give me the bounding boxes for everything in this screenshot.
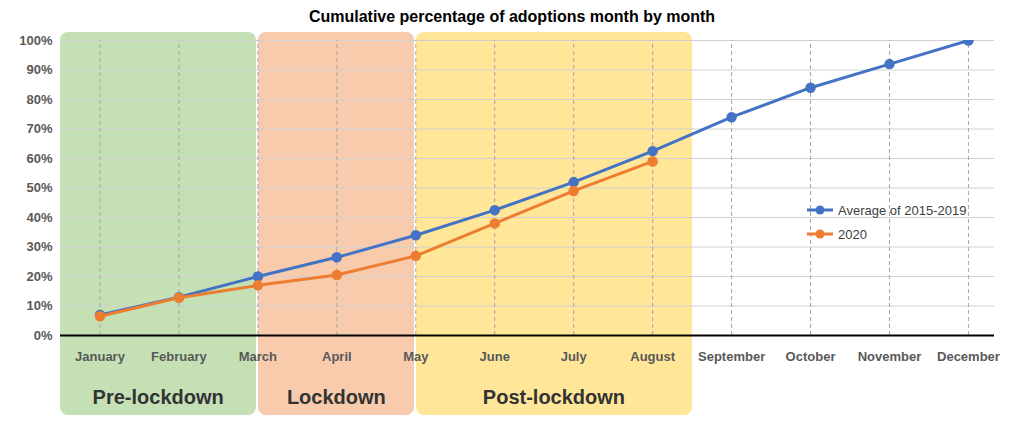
svg-text:20%: 20% (26, 269, 52, 284)
svg-text:40%: 40% (26, 210, 52, 225)
svg-text:March: March (239, 349, 277, 364)
html-text:Lockdown: Lockdown (286, 386, 386, 408)
html-text:2020: 2020 (838, 226, 867, 242)
svg-text:100%: 100% (19, 33, 53, 48)
svg-text:September: September (698, 349, 765, 364)
svg-text:June: June (480, 349, 510, 364)
svg-text:50%: 50% (26, 180, 52, 195)
svg-text:December: December (937, 349, 1000, 364)
svg-text:70%: 70% (26, 121, 52, 136)
html-text:Pre-lockdown: Pre-lockdown (92, 386, 224, 408)
svg-text:90%: 90% (26, 62, 52, 77)
svg-text:August: August (630, 349, 675, 364)
html-text:Cumulative percentage of adopt: Cumulative percentage of adoptions month… (308, 8, 716, 25)
svg-text:October: October (786, 349, 836, 364)
svg-text:April: April (322, 349, 352, 364)
svg-text:May: May (403, 349, 429, 364)
svg-text:February: February (151, 349, 207, 364)
svg-text:10%: 10% (26, 298, 52, 313)
svg-text:0%: 0% (34, 328, 53, 343)
html-text:Post-lockdown: Post-lockdown (482, 386, 626, 408)
svg-text:July: July (561, 349, 588, 364)
html-text:Average of 2015-2019: Average of 2015-2019 (838, 202, 967, 218)
svg-text:30%: 30% (26, 239, 52, 254)
svg-text:60%: 60% (26, 151, 52, 166)
svg-text:80%: 80% (26, 92, 52, 107)
svg-text:November: November (858, 349, 922, 364)
svg-text:January: January (75, 349, 126, 364)
